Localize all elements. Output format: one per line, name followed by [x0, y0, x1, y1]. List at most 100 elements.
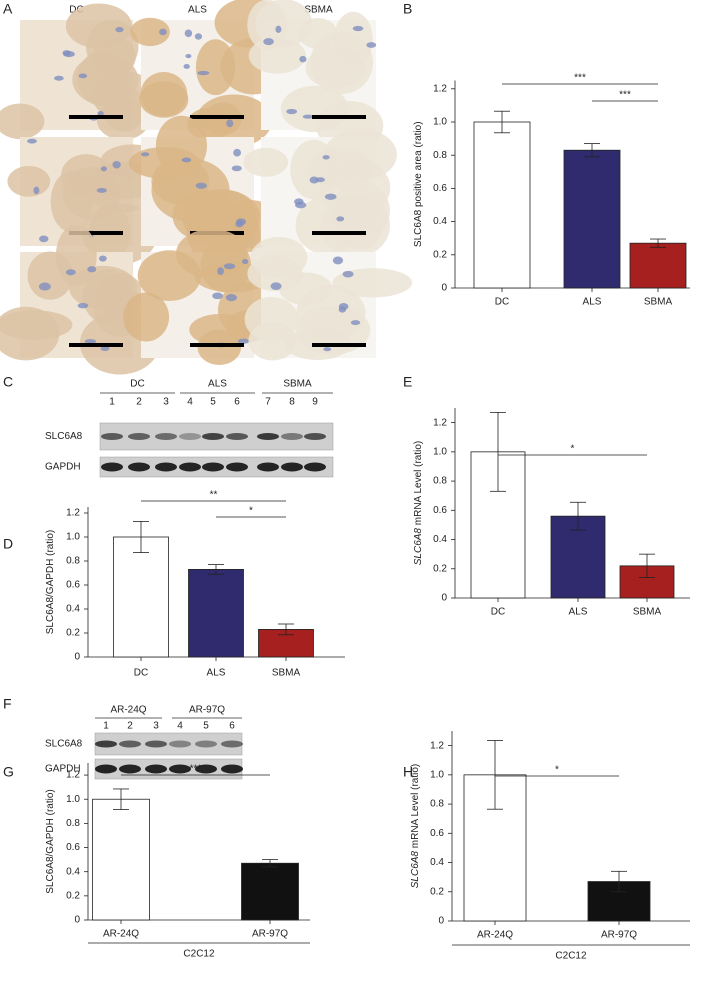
- y-tick-label: 0.8: [433, 150, 447, 161]
- blot-row-label: SLC6A8: [45, 431, 83, 442]
- x-tick-label: DC: [491, 607, 505, 618]
- nucleus: [84, 339, 97, 344]
- nucleus: [226, 119, 234, 128]
- bar: [629, 242, 687, 289]
- y-tick-label: 0.2: [430, 886, 444, 897]
- bar: [563, 149, 621, 289]
- blot-band: [155, 433, 177, 440]
- x-tick-label: DC: [495, 297, 509, 308]
- lane-number: 4: [187, 397, 193, 408]
- error-bar: [570, 501, 586, 531]
- blot-group-label: DC: [130, 379, 144, 390]
- blot-group-label: AR-24Q: [110, 705, 146, 716]
- nucleus: [275, 25, 282, 33]
- y-axis-label-gene: SLC6A8: [410, 851, 421, 889]
- x-tick-label: ALS: [207, 668, 226, 679]
- significance-label: *: [249, 506, 253, 517]
- muscle-fiber: [0, 310, 73, 340]
- blot-strip: [94, 758, 243, 780]
- y-tick-label: 0.8: [430, 799, 444, 810]
- blot-band: [145, 764, 167, 774]
- nucleus: [96, 187, 107, 193]
- panel-letter: G: [3, 764, 14, 780]
- blot-band: [179, 433, 201, 440]
- nucleus: [195, 182, 207, 189]
- y-tick-label: 1.2: [66, 770, 80, 781]
- nucleus: [336, 216, 345, 222]
- nucleus: [366, 42, 377, 48]
- error-bar: [494, 110, 510, 134]
- blot-group-label: SBMA: [283, 379, 312, 390]
- significance-label: ***: [190, 764, 202, 775]
- y-tick-label: 0: [441, 283, 447, 294]
- x-tick-label: AR-97Q: [252, 929, 288, 940]
- muscle-fiber: [243, 147, 289, 177]
- nucleus: [302, 114, 314, 119]
- blot-band: [155, 462, 177, 472]
- muscle-fiber: [247, 255, 303, 292]
- nucleus: [97, 110, 104, 117]
- y-tick-label: 0.2: [66, 890, 80, 901]
- nucleus: [140, 152, 150, 157]
- panel-letter: C: [3, 374, 13, 390]
- blot-band: [195, 740, 217, 748]
- y-axis-label-text: SLC6A8 positive area (ratio): [413, 121, 424, 247]
- muscle-fiber: [50, 171, 93, 233]
- blot-band: [226, 433, 248, 440]
- blot-band: [169, 740, 191, 748]
- nucleus: [100, 346, 110, 352]
- x-tick-label: ALS: [569, 607, 588, 618]
- lane-number: 3: [163, 397, 169, 408]
- y-tick-label: 0.6: [430, 828, 444, 839]
- y-tick-label: 0.6: [433, 183, 447, 194]
- error-bar: [611, 870, 627, 893]
- nucleus: [217, 267, 224, 276]
- nucleus: [197, 70, 210, 76]
- lane-number: 6: [234, 397, 240, 408]
- y-axis-label-text: SLC6A8/GAPDH (ratio): [45, 530, 56, 634]
- y-tick-label: 1.2: [433, 417, 447, 428]
- nucleus: [225, 294, 238, 302]
- nucleus: [352, 25, 364, 32]
- blot-band: [119, 764, 141, 774]
- y-tick-label: 1.0: [433, 446, 447, 457]
- lane-number: 6: [229, 721, 235, 732]
- blot-band: [304, 462, 326, 472]
- error-bar: [113, 788, 129, 810]
- nucleus: [115, 26, 124, 33]
- nucleus: [159, 28, 167, 36]
- blot-band: [226, 462, 248, 472]
- muscle-fiber: [7, 165, 51, 197]
- blot-band: [281, 433, 303, 440]
- blot-band: [257, 433, 279, 440]
- error-bar: [584, 143, 600, 158]
- muscle-fiber: [69, 265, 137, 310]
- y-tick-label: 1.0: [66, 532, 80, 543]
- nucleus: [350, 320, 361, 326]
- lane-number: 5: [210, 397, 216, 408]
- panel-letter: A: [3, 1, 13, 17]
- y-tick-label: 0.4: [66, 866, 80, 877]
- blot-band: [195, 764, 217, 774]
- x-tick-label: ALS: [583, 297, 602, 308]
- nucleus: [263, 38, 274, 46]
- lane-number: 1: [109, 397, 115, 408]
- nucleus: [235, 220, 244, 228]
- error-bar: [639, 553, 655, 578]
- y-tick-label: 1.2: [433, 83, 447, 94]
- muscle-fiber: [298, 17, 338, 49]
- significance-label: ***: [619, 90, 631, 101]
- x-tick-label: AR-24Q: [477, 930, 513, 941]
- y-tick-label: 0.2: [66, 628, 80, 639]
- y-tick-label: 0.6: [66, 842, 80, 853]
- nucleus: [324, 193, 337, 200]
- y-tick-label: 1.0: [430, 769, 444, 780]
- y-axis-label-text: mRNA Level (ratio): [410, 764, 421, 848]
- nucleus: [112, 160, 121, 169]
- group-label: C2C12: [555, 951, 587, 962]
- panel-letter: D: [3, 536, 13, 552]
- error-bar: [490, 411, 506, 492]
- lane-number: 2: [136, 397, 142, 408]
- lane-number: 3: [153, 721, 159, 732]
